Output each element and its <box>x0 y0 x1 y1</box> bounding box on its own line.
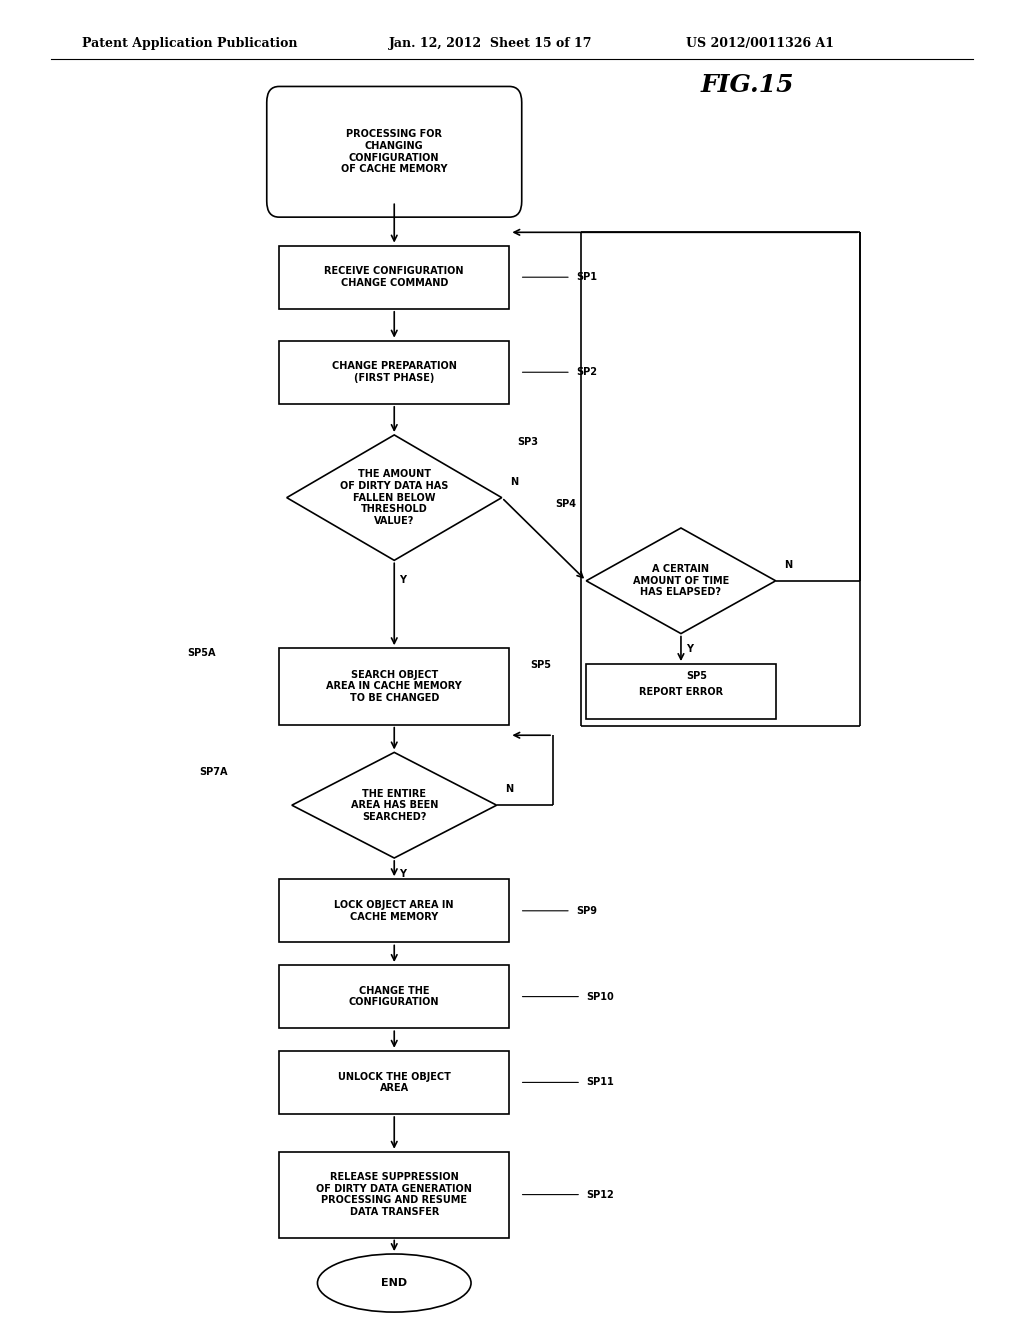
Text: Y: Y <box>399 869 407 879</box>
Bar <box>586 664 776 719</box>
Text: SP12: SP12 <box>586 1189 614 1200</box>
Text: THE AMOUNT
OF DIRTY DATA HAS
FALLEN BELOW
THRESHOLD
VALUE?: THE AMOUNT OF DIRTY DATA HAS FALLEN BELO… <box>340 470 449 525</box>
Bar <box>279 648 510 725</box>
Text: N: N <box>505 784 513 795</box>
Text: SP5: SP5 <box>686 671 708 681</box>
Text: A CERTAIN
AMOUNT OF TIME
HAS ELAPSED?: A CERTAIN AMOUNT OF TIME HAS ELAPSED? <box>633 564 729 598</box>
Text: CHANGE PREPARATION
(FIRST PHASE): CHANGE PREPARATION (FIRST PHASE) <box>332 362 457 383</box>
Text: SP10: SP10 <box>586 991 614 1002</box>
Text: Jan. 12, 2012  Sheet 15 of 17: Jan. 12, 2012 Sheet 15 of 17 <box>389 37 593 50</box>
Bar <box>279 1051 510 1114</box>
FancyBboxPatch shape <box>266 87 522 216</box>
Text: Y: Y <box>399 576 407 585</box>
Text: RELEASE SUPPRESSION
OF DIRTY DATA GENERATION
PROCESSING AND RESUME
DATA TRANSFER: RELEASE SUPPRESSION OF DIRTY DATA GENERA… <box>316 1172 472 1217</box>
Text: SEARCH OBJECT
AREA IN CACHE MEMORY
TO BE CHANGED: SEARCH OBJECT AREA IN CACHE MEMORY TO BE… <box>327 669 462 704</box>
Text: RECEIVE CONFIGURATION
CHANGE COMMAND: RECEIVE CONFIGURATION CHANGE COMMAND <box>325 267 464 288</box>
Ellipse shape <box>317 1254 471 1312</box>
Bar <box>279 879 510 942</box>
Text: SP3: SP3 <box>517 437 539 446</box>
Bar <box>279 341 510 404</box>
Text: SP4: SP4 <box>555 499 575 510</box>
Text: N: N <box>510 477 518 487</box>
Text: PROCESSING FOR
CHANGING
CONFIGURATION
OF CACHE MEMORY: PROCESSING FOR CHANGING CONFIGURATION OF… <box>341 129 447 174</box>
Text: SP1: SP1 <box>575 272 597 282</box>
Polygon shape <box>586 528 776 634</box>
Text: CHANGE THE
CONFIGURATION: CHANGE THE CONFIGURATION <box>349 986 439 1007</box>
Text: US 2012/0011326 A1: US 2012/0011326 A1 <box>686 37 835 50</box>
Text: SP5A: SP5A <box>187 648 215 659</box>
Text: REPORT ERROR: REPORT ERROR <box>639 686 723 697</box>
Text: SP9: SP9 <box>575 906 597 916</box>
Polygon shape <box>287 436 502 560</box>
Polygon shape <box>292 752 497 858</box>
Text: SP2: SP2 <box>575 367 597 378</box>
Bar <box>279 1151 510 1238</box>
Bar <box>279 965 510 1028</box>
Text: UNLOCK THE OBJECT
AREA: UNLOCK THE OBJECT AREA <box>338 1072 451 1093</box>
Text: END: END <box>381 1278 408 1288</box>
Text: THE ENTIRE
AREA HAS BEEN
SEARCHED?: THE ENTIRE AREA HAS BEEN SEARCHED? <box>350 788 438 822</box>
Bar <box>279 246 510 309</box>
Text: SP7A: SP7A <box>200 767 228 777</box>
Text: N: N <box>784 560 792 570</box>
Text: SP5: SP5 <box>530 660 551 671</box>
Text: Patent Application Publication: Patent Application Publication <box>82 37 297 50</box>
Text: LOCK OBJECT AREA IN
CACHE MEMORY: LOCK OBJECT AREA IN CACHE MEMORY <box>335 900 454 921</box>
Text: SP11: SP11 <box>586 1077 614 1088</box>
Text: Y: Y <box>686 644 693 655</box>
Text: FIG.15: FIG.15 <box>700 73 795 96</box>
